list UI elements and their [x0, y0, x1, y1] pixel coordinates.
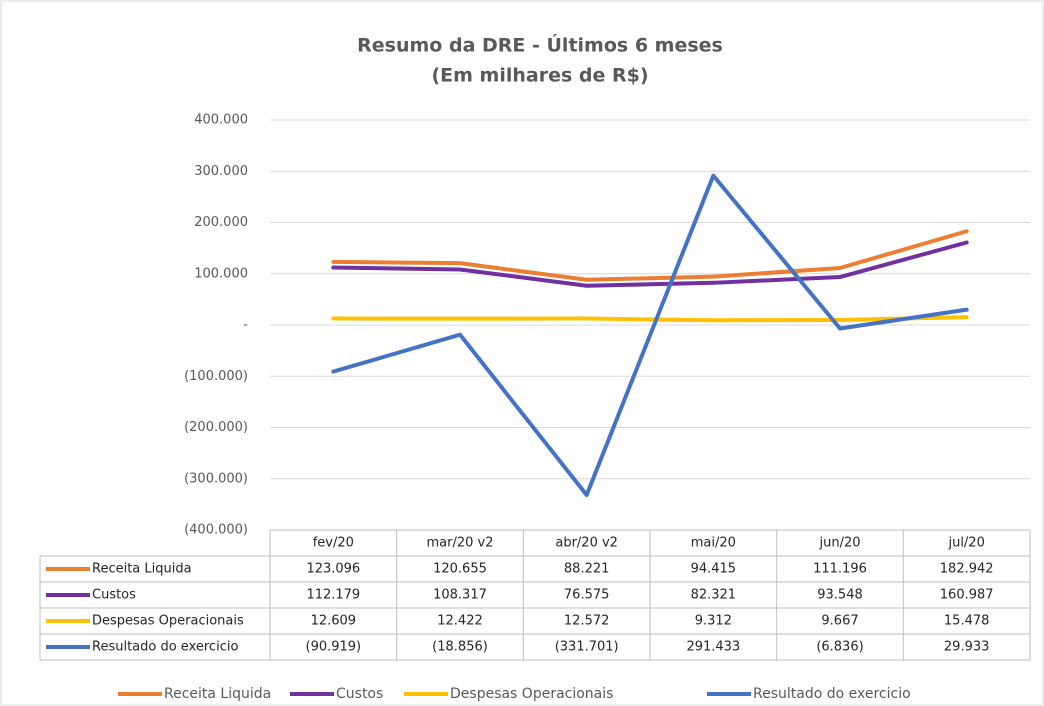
table-value: 12.422 — [437, 614, 483, 629]
table-value: 88.221 — [564, 562, 610, 577]
row-label: Resultado do exercicio — [92, 640, 238, 655]
table-value: 94.415 — [691, 562, 737, 577]
chart-title: Resumo da DRE - Últimos 6 meses — [357, 33, 723, 57]
table-value: 82.321 — [691, 588, 737, 603]
y-tick-label: (400.000) — [184, 523, 248, 538]
x-tick-label: jul/20 — [947, 536, 984, 551]
table-value: 76.575 — [564, 588, 610, 603]
row-label: Custos — [92, 588, 136, 603]
x-tick-label: mar/20 v2 — [427, 536, 494, 551]
table-value: 12.609 — [311, 614, 357, 629]
table-value: (90.919) — [306, 640, 362, 655]
y-tick-label: 400.000 — [194, 113, 248, 128]
chart-subtitle: (Em milhares de R$) — [431, 65, 648, 87]
series-line — [331, 229, 969, 282]
table-value: 291.433 — [686, 640, 740, 655]
table-value: (6.836) — [816, 640, 863, 655]
table-value: 160.987 — [940, 588, 994, 603]
table-value: (331.701) — [555, 640, 619, 655]
y-tick-label: - — [243, 318, 248, 333]
series-line — [331, 240, 969, 288]
x-tick-label: fev/20 — [313, 536, 354, 551]
table-value: 182.942 — [940, 562, 994, 577]
legend-label: Resultado do exercicio — [753, 686, 911, 702]
table-value: 108.317 — [433, 588, 487, 603]
table-value: 29.933 — [944, 640, 990, 655]
x-tick-label: abr/20 v2 — [555, 536, 618, 551]
table-value: 123.096 — [306, 562, 360, 577]
legend-label: Despesas Operacionais — [450, 686, 613, 702]
table-value: 120.655 — [433, 562, 487, 577]
x-tick-label: mai/20 — [691, 536, 736, 551]
row-label: Despesas Operacionais — [92, 614, 244, 629]
y-tick-label: 100.000 — [194, 266, 248, 281]
y-tick-label: (300.000) — [184, 471, 248, 486]
table-value: (18.856) — [432, 640, 488, 655]
table-value: 9.667 — [821, 614, 858, 629]
x-tick-label: jun/20 — [818, 536, 860, 551]
table-value: 112.179 — [306, 588, 360, 603]
legend-label: Receita Liquida — [164, 686, 271, 702]
table-value: 93.548 — [817, 588, 863, 603]
table-value: 9.312 — [695, 614, 732, 629]
table-value: 111.196 — [813, 562, 867, 577]
y-tick-label: 300.000 — [194, 164, 248, 179]
table-value: 15.478 — [944, 614, 990, 629]
legend-label: Custos — [336, 686, 383, 702]
y-tick-label: (100.000) — [184, 369, 248, 384]
table-value: 12.572 — [564, 614, 610, 629]
y-tick-label: (200.000) — [184, 420, 248, 435]
y-tick-label: 200.000 — [194, 215, 248, 230]
series-line — [331, 173, 969, 497]
series-line — [331, 315, 969, 323]
row-label: Receita Liquida — [92, 562, 192, 577]
